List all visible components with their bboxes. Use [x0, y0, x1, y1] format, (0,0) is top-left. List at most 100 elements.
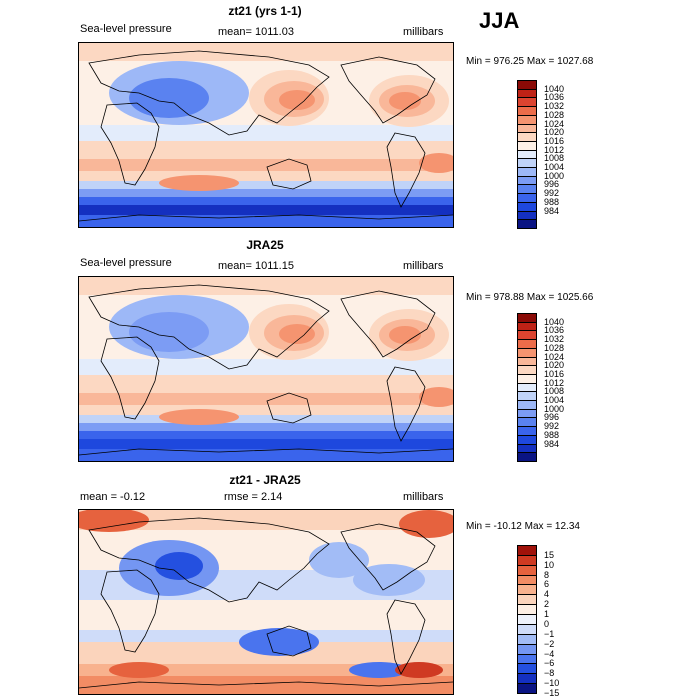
colorbar-level-label: −6	[544, 658, 555, 669]
field-band	[79, 449, 453, 461]
panel1-colorbar: 1040 1036 1032 1028 1024 1020 1016 1012 1008 1004…	[517, 80, 564, 229]
field-band	[79, 415, 453, 423]
colorbar-level-label: −15	[544, 688, 560, 698]
field-band	[79, 125, 453, 141]
panel1-minmax: Min = 976.25 Max = 1027.68	[466, 56, 594, 67]
colorbar-level-label: 1020	[544, 127, 565, 138]
coastline	[79, 214, 453, 222]
colorbar-level-label: 996	[544, 179, 560, 190]
field-region	[309, 542, 369, 578]
coastline	[386, 599, 426, 675]
coastline	[88, 50, 330, 136]
field-region	[155, 552, 203, 580]
field-band	[79, 510, 453, 530]
coastline	[266, 158, 312, 190]
colorbar-level-label: 1016	[544, 368, 565, 379]
panel3-mean: mean = -0.12	[80, 491, 146, 503]
coastline	[266, 392, 312, 424]
field-band	[79, 215, 453, 227]
colorbar-level-label: 1028	[544, 109, 565, 120]
colorbar-level-label: −8	[544, 668, 555, 679]
colorbar-level-label: 1016	[544, 135, 565, 146]
field-region	[389, 326, 421, 344]
panel1-field-label: Sea-level pressure	[80, 23, 172, 35]
coastline	[79, 448, 453, 456]
colorbar-level-label: 992	[544, 188, 560, 199]
field-band	[79, 141, 453, 159]
colorbar-level-label: 1040	[544, 83, 565, 94]
colorbar-level-label: 1020	[544, 360, 565, 371]
coastline	[88, 517, 330, 603]
field-band	[79, 405, 453, 415]
field-region	[109, 662, 169, 678]
panel1-map	[78, 42, 454, 228]
panel2-field-label: Sea-level pressure	[80, 257, 172, 269]
field-region	[159, 175, 239, 191]
colorbar-level-label: 992	[544, 421, 560, 432]
panel2-colorbar: 1040 1036 1032 1028 1024 1020 1016 1012 1008 1004…	[517, 313, 564, 462]
panel1-mean: mean= 1011.03	[218, 26, 294, 38]
panel2-units: millibars	[403, 260, 444, 272]
field-region	[279, 324, 315, 344]
field-band	[79, 431, 453, 439]
field-region	[389, 92, 421, 110]
panel3-rmse: rmse = 2.14	[224, 491, 283, 503]
season-label: JJA	[479, 8, 520, 33]
coastline	[100, 102, 160, 186]
colorbar-swatch	[517, 452, 537, 462]
colorbar-level-label: 984	[544, 205, 560, 216]
colorbar-level-label: 0	[544, 618, 550, 629]
field-region	[129, 312, 209, 352]
field-band	[79, 197, 453, 205]
field-region	[419, 387, 453, 407]
field-band	[79, 439, 453, 449]
field-band	[79, 277, 453, 295]
field-band	[79, 423, 453, 431]
colorbar-level-label: 1004	[544, 395, 565, 406]
field-band	[79, 171, 453, 181]
coastline	[266, 625, 312, 657]
colorbar-level-label: 1	[544, 609, 550, 620]
field-band	[79, 359, 453, 375]
colorbar-level-label: 996	[544, 412, 560, 423]
coastline	[386, 366, 426, 442]
field-band	[79, 189, 453, 197]
field-region	[239, 628, 319, 656]
panel1-title: zt21 (yrs 1-1)	[228, 4, 302, 18]
colorbar-level-label: 1012	[544, 144, 565, 155]
colorbar-level-label: 1012	[544, 377, 565, 388]
colorbar-level-label: 1036	[544, 325, 565, 336]
panel2-mean: mean= 1011.15	[218, 260, 294, 272]
colorbar-level-label: −1	[544, 628, 555, 639]
panel2-title: JRA25	[246, 238, 284, 252]
panel3-colorbar: 15 10 8 6 4 2 1 0 −1 −2 −4 −6 −8 −10 −15	[517, 545, 559, 698]
colorbar-level-label: 1028	[544, 342, 565, 353]
colorbar-level-label: −4	[544, 648, 555, 659]
field-band	[79, 375, 453, 393]
colorbar-level-label: 1000	[544, 403, 565, 414]
field-band	[79, 393, 453, 405]
field-region	[79, 510, 149, 532]
panel3-title: zt21 - JRA25	[229, 473, 301, 487]
colorbar-level-label: 988	[544, 429, 560, 440]
colorbar-level-label: 988	[544, 196, 560, 207]
colorbar-level-label: 1024	[544, 118, 565, 129]
field-region	[353, 564, 425, 596]
colorbar-level-label: 1024	[544, 351, 565, 362]
colorbar-level-label: 15	[544, 549, 555, 560]
field-band	[79, 159, 453, 171]
colorbar-level-label: 6	[544, 579, 550, 590]
coastline	[340, 56, 436, 124]
panel3-map	[78, 509, 454, 695]
colorbar-level-label: −10	[544, 678, 560, 689]
colorbar-swatch	[517, 219, 537, 229]
panel3-minmax: Min = -10.12 Max = 12.34	[466, 521, 580, 532]
coastline	[79, 681, 453, 689]
colorbar-level-label: 1008	[544, 386, 565, 397]
field-band	[79, 205, 453, 215]
colorbar-level-label: 1004	[544, 162, 565, 173]
field-band	[79, 43, 453, 61]
coastline	[88, 284, 330, 370]
colorbar-level-label: 4	[544, 589, 550, 600]
panel1-units: millibars	[403, 26, 444, 38]
